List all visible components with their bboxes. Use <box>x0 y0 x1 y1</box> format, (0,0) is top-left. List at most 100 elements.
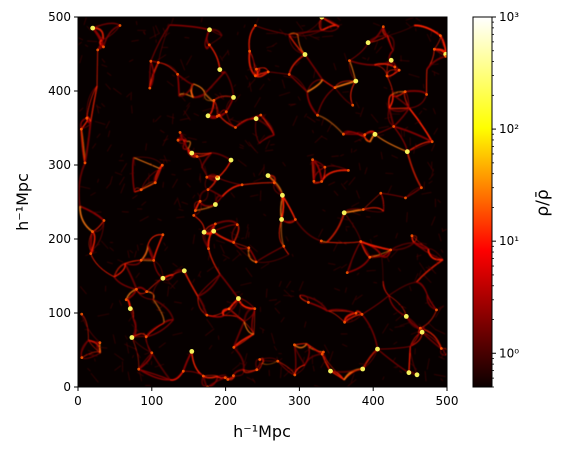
filament-fine <box>233 84 237 88</box>
filament-fine <box>320 135 328 140</box>
filament-fine <box>180 95 186 102</box>
filament-fine <box>395 366 399 369</box>
filament-fine <box>337 217 349 221</box>
filament <box>426 294 437 311</box>
halo <box>217 67 223 72</box>
filament-fine <box>129 59 134 63</box>
filament-fine <box>367 57 370 61</box>
halo <box>272 181 276 185</box>
filament <box>90 253 115 278</box>
filament-fine <box>110 302 114 309</box>
halo <box>205 113 211 119</box>
filament-fine <box>313 69 316 79</box>
halo <box>213 222 217 226</box>
filament-fine <box>180 59 186 71</box>
halo <box>160 163 164 167</box>
filament <box>150 24 171 62</box>
filament-fine <box>150 162 153 167</box>
filament <box>113 263 126 278</box>
filament-fine <box>405 17 414 21</box>
filament <box>280 219 285 247</box>
filament-fine <box>304 321 307 328</box>
filament-fine <box>422 107 427 111</box>
filament-fine <box>245 267 253 278</box>
filament-fine <box>154 363 165 368</box>
filament <box>293 343 308 349</box>
filament-fine <box>368 326 372 329</box>
filament-fine <box>96 104 100 114</box>
filament <box>99 342 101 354</box>
y-axis-ticks: 0 100 200 300 400 500 <box>48 10 78 394</box>
filament-fine <box>258 166 265 176</box>
filament-fine <box>374 41 379 51</box>
filament-fine <box>106 261 113 265</box>
filament-fine <box>260 262 270 269</box>
halo <box>235 223 239 227</box>
filament <box>242 369 258 374</box>
halo <box>403 90 407 93</box>
filament-fine <box>268 299 277 301</box>
filament-fine <box>172 113 174 125</box>
filament-fine <box>87 368 91 372</box>
halo <box>280 192 285 198</box>
halo <box>89 252 93 256</box>
filament <box>421 331 447 356</box>
filament <box>317 114 344 135</box>
halo <box>430 140 434 144</box>
filament <box>147 234 163 246</box>
halo <box>149 59 153 63</box>
filament <box>416 281 428 295</box>
filament-fine <box>427 161 434 172</box>
filament-fine <box>163 242 166 246</box>
filament-fine <box>236 249 242 256</box>
colorbar-tick-label: 10¹ <box>499 234 519 248</box>
halo <box>83 161 87 165</box>
filament-fine <box>430 30 433 37</box>
filament <box>140 168 161 190</box>
filament <box>306 79 324 93</box>
filament <box>326 241 361 244</box>
filament-fine <box>254 97 261 108</box>
filament-fine <box>187 137 197 140</box>
colorbar-gradient <box>473 17 492 387</box>
filament <box>84 121 92 164</box>
filament-fine <box>437 305 445 310</box>
halo <box>176 138 180 142</box>
filament-fine <box>385 172 394 175</box>
filament <box>235 114 261 128</box>
halo <box>232 241 236 244</box>
filament-fine <box>371 254 374 260</box>
filament <box>262 360 278 365</box>
filament <box>248 51 256 77</box>
filament-fine <box>428 180 433 184</box>
filament-fine <box>406 212 408 223</box>
halo <box>379 191 383 195</box>
filament-fine <box>166 23 170 27</box>
filament <box>199 188 209 202</box>
halo <box>139 258 143 262</box>
halo <box>213 202 218 207</box>
filament-fine <box>304 346 314 353</box>
filament-fine <box>166 80 174 87</box>
filament-fine <box>366 216 371 218</box>
filament <box>294 343 308 346</box>
colorbar-tick-label: 10⁰ <box>499 346 519 360</box>
filament-fine <box>193 112 200 117</box>
filament <box>242 182 275 186</box>
halo <box>189 349 195 354</box>
filament-fine <box>127 371 131 381</box>
filament-fine <box>432 108 436 115</box>
filament-fine <box>267 77 271 81</box>
filament <box>233 242 257 263</box>
filament-fine <box>172 266 183 273</box>
filament <box>201 152 213 168</box>
filament-fine <box>106 184 111 189</box>
halo <box>137 367 141 371</box>
filament-fine <box>409 285 412 292</box>
filament-fine <box>245 227 249 239</box>
filament <box>197 295 208 316</box>
filament-fine <box>438 233 442 242</box>
filament <box>304 54 323 80</box>
filament-fine <box>265 139 271 150</box>
filament-fine <box>171 17 174 24</box>
